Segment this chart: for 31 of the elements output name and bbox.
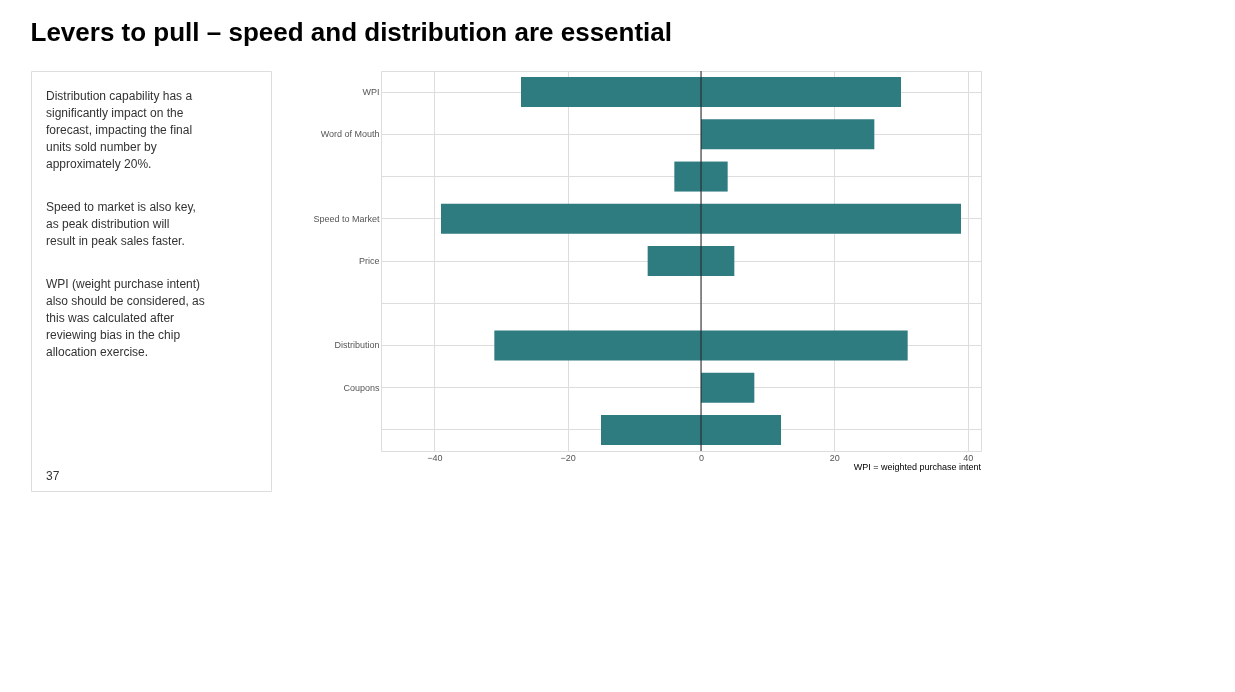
bar xyxy=(701,77,901,108)
y-tick-label: Speed to Market xyxy=(313,213,380,224)
bar xyxy=(521,77,701,108)
bar xyxy=(701,246,735,276)
text: WPI (weight purchase intent) also should be considered, as this was calculated after reviewing bias in the chip allocation exercise. xyxy=(46,277,205,359)
text: Distribution capability has a significantly impact on the forecast, impacting the final units sold number by approximately 20%. xyxy=(46,89,193,171)
y-tick-label: WPI xyxy=(362,87,380,98)
x-tick-label: 0 xyxy=(698,452,705,463)
bar xyxy=(701,119,875,150)
bar xyxy=(701,203,961,234)
text: WPI = weighted purchase intent xyxy=(853,462,982,472)
y-tick-label: Word of Mouth xyxy=(320,129,380,140)
bar xyxy=(701,161,728,192)
bar xyxy=(494,330,701,361)
chart-title: Levers to pull – speed and distribution are essential xyxy=(30,17,673,47)
bar xyxy=(701,414,781,445)
text: 37 xyxy=(46,469,60,483)
x-tick-label: 20 xyxy=(829,452,840,463)
x-tick-label: −20 xyxy=(560,452,576,463)
y-tick-label: Distribution xyxy=(334,340,380,351)
y-tick-label: Coupons xyxy=(343,382,380,393)
x-tick-label: −40 xyxy=(427,452,443,463)
bar xyxy=(674,161,701,192)
bar xyxy=(701,372,755,403)
bar xyxy=(701,330,908,361)
bar xyxy=(647,246,701,276)
x-tick-label: 40 xyxy=(963,452,974,463)
bar xyxy=(601,414,701,445)
y-tick-label: Price xyxy=(358,256,380,266)
text: Speed to market is also key, as peak distribution will result in peak sales faster. xyxy=(46,200,196,248)
bar xyxy=(441,203,701,234)
